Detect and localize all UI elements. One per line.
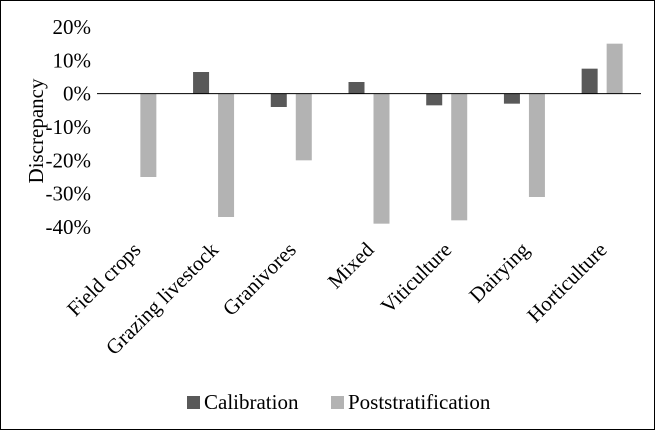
x-category-label: Mixed [323,237,379,293]
y-axis-label: Discrepancy [24,78,48,183]
bar-poststratification-granivores [295,93,312,161]
x-category-label: Dairying [464,237,534,307]
y-tick-label: -10% [46,115,92,139]
bar-calibration-mixed [348,82,365,94]
bar-poststratification-dairying [528,93,545,197]
bar-poststratification-viticulture [451,93,468,221]
bar-calibration-horticulture [581,68,598,94]
bar-poststratification-horticulture [606,43,623,94]
x-category-label: Viticulture [376,238,456,318]
x-category-label: Horticulture [522,238,612,328]
x-category-label: Granivores [218,238,301,321]
x-category-label: Field crops [62,238,145,321]
y-tick-label: -20% [46,148,92,172]
bars [115,43,623,224]
bar-poststratification-mixed [373,93,390,224]
bar-poststratification-field-crops [140,93,157,177]
bar-calibration-grazing-livestock [193,72,210,94]
legend-label-poststratification: Poststratification [348,390,491,414]
y-axis: 20% 10% 0% -10% -20% -30% -40% [46,15,92,239]
legend: Calibration Poststratification [187,390,491,414]
legend-swatch-calibration [187,396,200,409]
bar-calibration-granivores [270,93,287,107]
bar-poststratification-grazing-livestock [218,93,235,217]
bar-calibration-viticulture [426,93,443,106]
y-tick-label: 20% [53,15,92,39]
legend-label-calibration: Calibration [204,390,299,414]
y-tick-label: -40% [46,215,92,239]
y-tick-label: 10% [53,48,92,72]
legend-swatch-poststratification [331,396,344,409]
y-tick-label: -30% [46,182,92,206]
bar-calibration-dairying [503,93,520,104]
y-tick-label: 0% [63,82,91,106]
